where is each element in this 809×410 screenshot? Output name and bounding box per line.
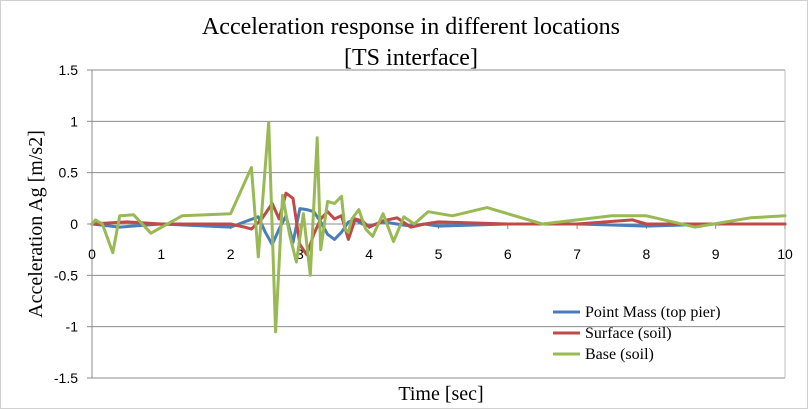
- y-tick-label: -0.5: [54, 267, 78, 283]
- x-tick-label: 2: [227, 246, 235, 262]
- y-tick-labels: 1.5 1 0.5 0 -0.5 -1 -1.5: [54, 62, 78, 386]
- y-tick-label: 1.5: [59, 62, 79, 78]
- chart-title-line-1: Acceleration response in different locat…: [202, 14, 620, 40]
- y-tick-label: 1: [70, 113, 78, 129]
- gridlines: [92, 69, 785, 379]
- legend-label-2: Base (soil): [585, 346, 654, 363]
- x-tick-label: 9: [712, 246, 720, 262]
- y-tick-label: -1.5: [54, 370, 78, 386]
- chart-title-line-2: [TS interface]: [344, 45, 478, 71]
- x-tick-label: 4: [365, 246, 373, 262]
- y-tick-label: -1: [66, 319, 79, 335]
- x-tick-label: 0: [88, 246, 96, 262]
- x-tick-label: 7: [573, 246, 581, 262]
- x-tick-label: 3: [296, 246, 304, 262]
- legend-label-0: Point Mass (top pier): [585, 304, 721, 321]
- series-lines: [90, 120, 787, 334]
- x-tick-label: 10: [777, 246, 793, 262]
- x-tick-label: 8: [643, 246, 651, 262]
- legend-label-1: Surface (soil): [585, 325, 672, 342]
- x-tick-labels: 0 1 2 3 4 5 6 7 8 9 10: [88, 246, 793, 262]
- series-line-2: [90, 120, 787, 334]
- legend: Point Mass (top pier) Surface (soil) Base …: [553, 304, 721, 363]
- x-tick-label: 6: [504, 246, 512, 262]
- x-axis-title: Time [sec]: [398, 383, 483, 405]
- y-tick-label: 0.5: [59, 165, 79, 181]
- y-tick-label: 0: [70, 216, 78, 232]
- x-tick-label: 5: [435, 246, 443, 262]
- x-tick-label: 1: [157, 246, 165, 262]
- y-axis-title: Acceleration Ag [m/s2]: [25, 130, 47, 318]
